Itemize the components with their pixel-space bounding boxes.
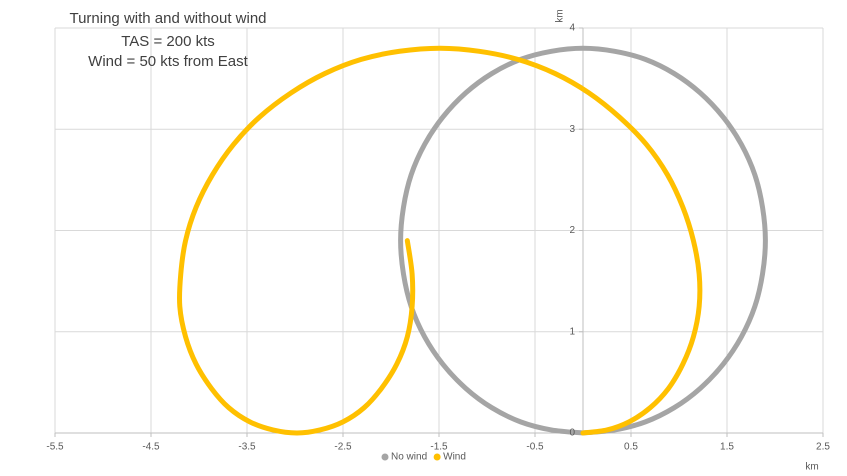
- legend-label: Wind: [443, 452, 466, 463]
- x-tick-label: -5.5: [46, 442, 64, 453]
- y-tick-label: 2: [569, 225, 575, 236]
- series-line: [176, 45, 703, 436]
- x-tick-label: -1.5: [430, 442, 448, 453]
- y-tick-label: 0: [569, 428, 575, 439]
- x-tick-label: 2.5: [816, 442, 830, 453]
- chart-title: Turning with and without wind: [69, 10, 266, 27]
- series-line: [398, 45, 768, 436]
- x-tick-label: 1.5: [720, 442, 734, 453]
- x-tick-label: 0.5: [624, 442, 638, 453]
- y-tick-label: 1: [569, 326, 575, 337]
- x-tick-label: -2.5: [334, 442, 352, 453]
- plot: [176, 45, 768, 436]
- annotation: Wind = 50 kts from East: [88, 53, 248, 70]
- y-tick-label: 4: [569, 23, 575, 34]
- y-tick-label: 3: [569, 124, 575, 135]
- y-axis-label: km: [555, 9, 566, 22]
- x-axis-label: km: [805, 462, 818, 473]
- x-tick-label: -0.5: [526, 442, 544, 453]
- legend-marker: [433, 453, 441, 461]
- annotation: TAS = 200 kts: [121, 33, 215, 50]
- x-tick-label: -4.5: [142, 442, 160, 453]
- x-tick-label: -3.5: [238, 442, 256, 453]
- legend-label: No wind: [391, 452, 427, 463]
- legend-marker: [381, 453, 389, 461]
